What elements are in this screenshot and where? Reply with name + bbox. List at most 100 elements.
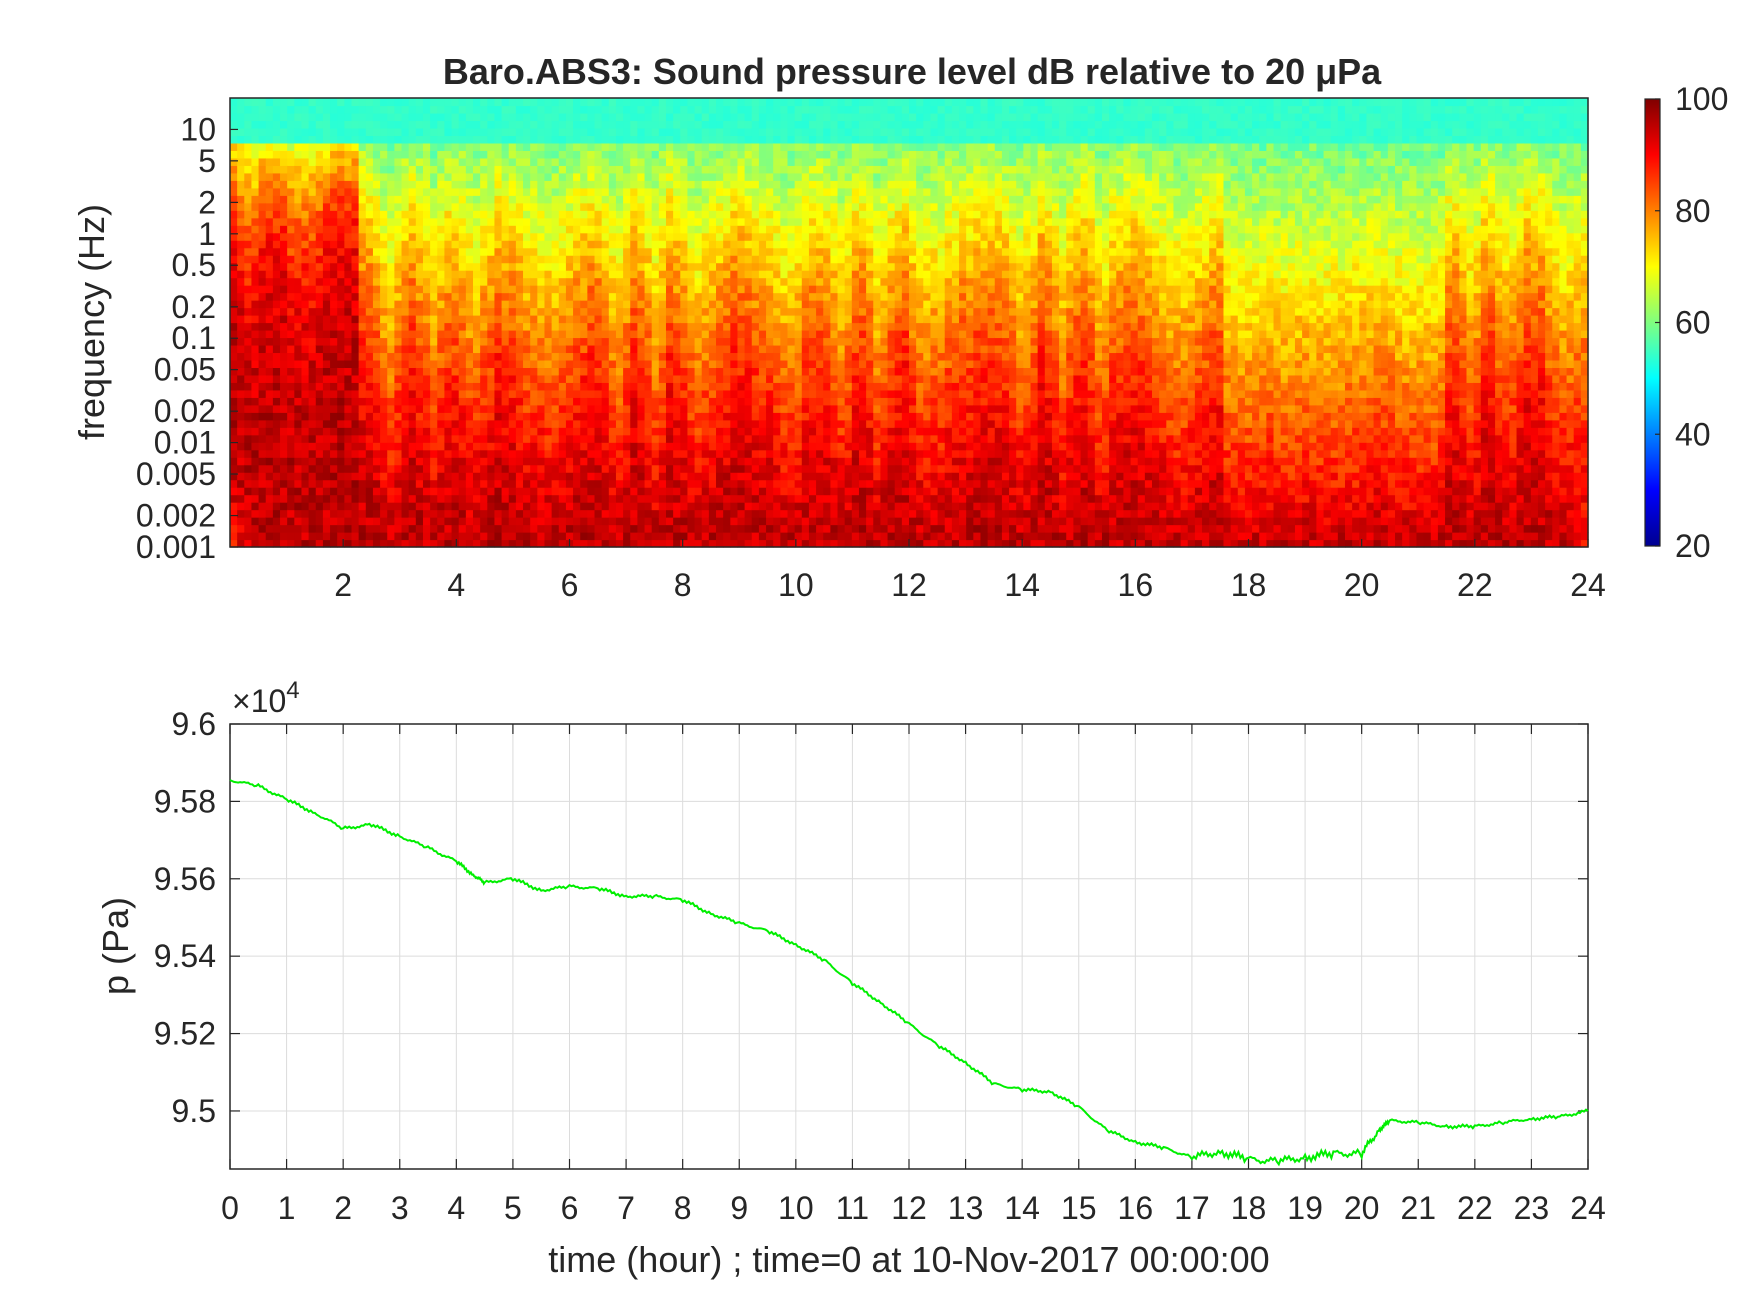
spectrogram-cell	[523, 112, 531, 122]
spectrogram-cell	[565, 247, 574, 256]
spectrogram-cell	[816, 389, 824, 398]
spectrogram-cell	[437, 135, 446, 144]
spectrogram-cell	[251, 322, 260, 331]
spectrogram-cell	[280, 247, 288, 256]
spectrogram-cell	[430, 172, 438, 181]
spectrogram-cell	[230, 232, 238, 241]
spectrogram-cell	[787, 479, 796, 488]
spectrogram-cell	[723, 210, 731, 219]
spectrogram-cell	[330, 292, 338, 301]
spectrogram-cell	[637, 277, 646, 286]
spectrogram-cell	[237, 105, 245, 114]
spectrogram-cell	[380, 344, 388, 354]
spectrogram-cell	[244, 247, 253, 256]
spectrogram-cell	[258, 359, 267, 368]
spectrogram-cell	[758, 389, 767, 398]
spectrogram-cell	[723, 105, 731, 114]
spectrogram-cell	[551, 472, 560, 481]
spectrogram-cell	[615, 472, 624, 481]
spectrogram-cell	[801, 120, 810, 129]
spectrogram-cell	[308, 172, 317, 181]
spectrogram-cell	[237, 337, 245, 346]
spectrogram-cell	[380, 98, 388, 107]
spectrogram-cell	[551, 150, 560, 159]
spectrogram-cell	[615, 359, 624, 368]
spectrogram-cell	[744, 449, 753, 458]
spectrogram-cell	[537, 300, 546, 309]
spectrogram-cell	[744, 322, 753, 331]
spectrogram-cell	[501, 262, 510, 271]
spectrogram-cell	[658, 404, 667, 413]
spectrogram-cell	[787, 247, 796, 256]
spectrogram-cell	[387, 277, 395, 286]
spectrogram-cell	[508, 524, 517, 533]
spectrogram-cell	[623, 524, 631, 533]
spectrogram-cell	[544, 487, 553, 496]
spectrogram-cell	[780, 135, 789, 144]
spectrogram-cell	[365, 397, 374, 406]
spectrogram-cell	[408, 210, 417, 219]
spectrogram-cell	[244, 502, 253, 511]
spectrogram-cell	[744, 98, 753, 107]
spectrogram-cell	[644, 389, 653, 398]
spectrogram-cell	[523, 479, 531, 488]
spectrogram-cell	[451, 487, 460, 496]
spectrogram-cell	[644, 434, 653, 443]
spectrogram-cell	[658, 517, 667, 526]
spectrogram-cell	[716, 389, 724, 398]
spectrogram-cell	[430, 337, 438, 346]
spectrogram-cell	[330, 539, 338, 548]
spectrogram-cell	[601, 112, 610, 122]
spectrogram-cell	[458, 210, 467, 219]
spectrogram-cell	[422, 172, 431, 181]
spectrogram-cell	[816, 539, 824, 548]
spectrogram-cell	[701, 539, 710, 548]
spectrogram-cell	[308, 232, 317, 241]
spectrogram-cell	[530, 277, 538, 286]
spectrogram-cell	[458, 419, 467, 428]
spectrogram-cell	[508, 195, 517, 204]
spectrogram-cell	[473, 165, 481, 174]
spectrogram-cell	[251, 135, 260, 144]
spectrogram-cell	[580, 367, 588, 376]
spectrogram-cell	[751, 120, 760, 129]
spectrogram-cell	[744, 157, 753, 166]
spectrogram-cell	[251, 374, 260, 383]
spectrogram-cell	[358, 479, 367, 488]
spectrogram-cell	[637, 374, 646, 383]
spectrogram-cell	[780, 187, 789, 196]
spectrogram-cell	[787, 502, 796, 511]
spectrogram-cell	[394, 225, 403, 234]
spectrogram-cell	[630, 487, 638, 496]
spectrogram-cell	[751, 359, 760, 368]
spectrogram-cell	[580, 442, 588, 451]
spectrogram-cell	[487, 337, 496, 346]
spectrogram-cell	[530, 255, 538, 264]
spectrogram-cell	[337, 225, 345, 234]
spectrogram-cell	[487, 127, 496, 137]
spectrogram-cell	[766, 419, 774, 428]
spectrogram-cell	[294, 464, 303, 473]
spectrogram-cell	[601, 135, 610, 144]
spectrogram-cell	[823, 479, 831, 488]
spectrogram-cell	[394, 307, 403, 316]
spectrogram-cell	[651, 225, 660, 234]
spectrogram-cell	[480, 157, 488, 166]
spectrogram-cell	[537, 329, 546, 339]
spectrogram-cell	[723, 98, 731, 107]
spectrogram-cell	[465, 105, 474, 114]
spectrogram-cell	[372, 487, 381, 496]
spectrogram-cell	[594, 165, 603, 174]
spectrogram-cell	[265, 427, 274, 436]
spectrogram-cell	[544, 225, 553, 234]
spectrogram-cell	[808, 315, 817, 324]
spectrogram-cell	[344, 427, 353, 436]
spectrogram-cell	[344, 539, 353, 548]
spectrogram-cell	[473, 382, 481, 391]
spectrogram-cell	[773, 187, 781, 196]
spectrogram-cell	[587, 487, 596, 496]
spectrogram-cell	[337, 292, 345, 301]
spectrogram-cell	[322, 247, 331, 256]
spectrogram-cell	[794, 307, 803, 316]
spectrogram-cell	[751, 352, 760, 361]
